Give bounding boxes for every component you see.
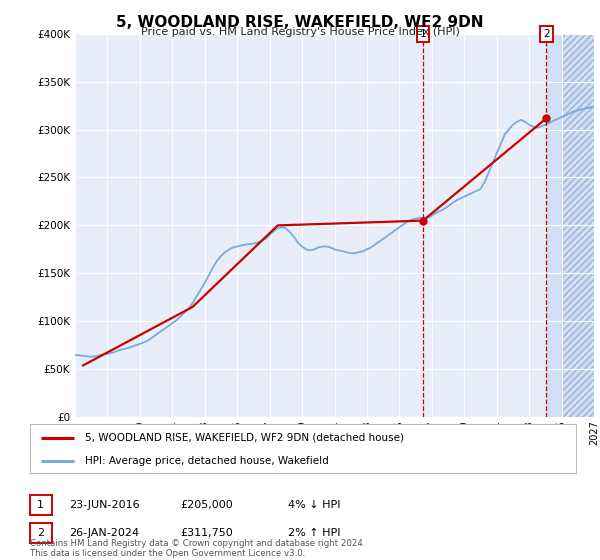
Text: 23-JUN-2016: 23-JUN-2016 [69, 500, 140, 510]
Bar [547, 34, 594, 417]
Text: £311,750: £311,750 [180, 528, 233, 538]
Text: Price paid vs. HM Land Registry's House Price Index (HPI): Price paid vs. HM Land Registry's House … [140, 27, 460, 37]
Text: HPI: Average price, detached house, Wakefield: HPI: Average price, detached house, Wake… [85, 456, 328, 466]
Text: Contains HM Land Registry data © Crown copyright and database right 2024.
This d: Contains HM Land Registry data © Crown c… [30, 539, 365, 558]
Bar [562, 34, 594, 417]
Text: 1: 1 [37, 500, 44, 510]
Text: 26-JAN-2024: 26-JAN-2024 [69, 528, 139, 538]
Text: 5, WOODLAND RISE, WAKEFIELD, WF2 9DN (detached house): 5, WOODLAND RISE, WAKEFIELD, WF2 9DN (de… [85, 433, 404, 443]
Text: 2: 2 [543, 29, 550, 39]
Text: £205,000: £205,000 [180, 500, 233, 510]
Text: 5, WOODLAND RISE, WAKEFIELD, WF2 9DN: 5, WOODLAND RISE, WAKEFIELD, WF2 9DN [116, 15, 484, 30]
Text: 4% ↓ HPI: 4% ↓ HPI [288, 500, 341, 510]
Text: 2% ↑ HPI: 2% ↑ HPI [288, 528, 341, 538]
Text: 1: 1 [420, 29, 427, 39]
Text: 2: 2 [37, 528, 44, 538]
